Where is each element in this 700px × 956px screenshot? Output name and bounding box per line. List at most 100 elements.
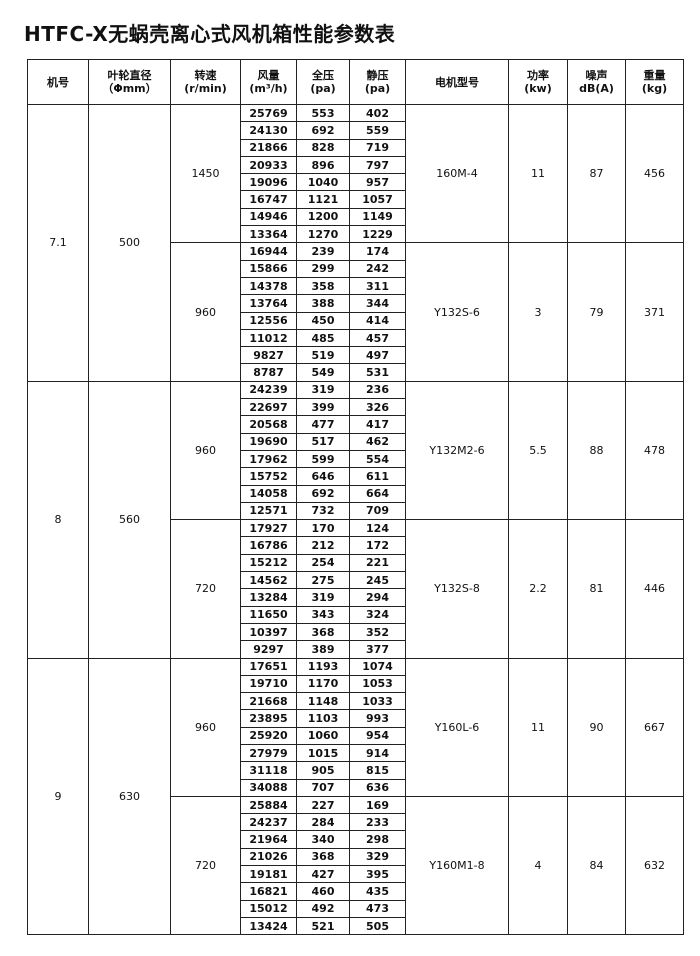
header-text: 机号: [47, 75, 69, 89]
table-row: 720 25884 227 169 Y160M1-8 4 84 632: [28, 795, 684, 936]
speed-cell: 1450: [170, 103, 241, 244]
data-cell: 358: [296, 276, 350, 296]
data-cell: 254: [296, 553, 350, 573]
header-text: （Φmm）: [102, 82, 157, 95]
table-row: 31118 905 815: [28, 761, 684, 780]
table-row: 17962 599 554: [28, 449, 684, 469]
header-row: 机号 叶轮直径 （Φmm） 转速 (r/min) 风量 (m³/h) 全压 (pa) 静压 (pa)…: [27, 59, 684, 105]
noise-cell: 84: [567, 795, 626, 936]
data-cell: 22697: [240, 398, 297, 417]
data-cell: 23895: [240, 709, 297, 728]
title: HTFC-X无蜗壳离心式风机箱性能参数表: [24, 22, 396, 46]
data-cell: 954: [349, 726, 406, 745]
data-cell: 31118: [240, 761, 297, 780]
data-cell: 14562: [240, 571, 297, 590]
noise-cell: 88: [567, 380, 626, 521]
data-cell: 477: [296, 415, 350, 434]
table-row: 14946 1200 1149: [28, 207, 684, 227]
data-cell: 15866: [240, 259, 297, 278]
speed-cell: 960: [170, 380, 241, 521]
table-row: 24237 284 233: [28, 813, 684, 832]
data-cell: 368: [296, 847, 350, 867]
weight-cell: 478: [625, 380, 684, 521]
data-cell: 284: [296, 813, 350, 832]
header-text: 静压: [366, 69, 389, 82]
header-text: 噪声: [585, 69, 608, 82]
data-cell: 553: [296, 103, 350, 123]
table-row: 9 630 960 17651 1193 1074 Y160L-6 11 90 667: [27, 657, 684, 936]
table-row: 13424 521 505: [28, 916, 684, 936]
data-cell: 531: [349, 363, 406, 382]
motor-cell: Y132S-8: [405, 519, 509, 659]
data-cell: 169: [349, 795, 406, 815]
data-cell: 17651: [240, 657, 297, 676]
data-cell: 519: [296, 346, 350, 365]
data-cell: 377: [349, 640, 406, 659]
data-cell: 11012: [240, 328, 297, 348]
data-cell: 174: [349, 242, 406, 261]
header-text: (r/min): [184, 82, 227, 95]
data-cell: 25769: [240, 103, 297, 123]
header-text: 叶轮直径: [107, 69, 152, 82]
data-cell: 298: [349, 830, 406, 849]
table-row: 21668 1148 1033: [28, 692, 684, 711]
table-row: 8 560 960 24239 319 236 Y132M2-6 5.5 88 478: [27, 380, 684, 659]
data-cell: 1229: [349, 225, 406, 244]
speed-cell: 720: [170, 795, 241, 936]
data-cell: 1053: [349, 674, 406, 694]
data-cell: 828: [296, 138, 350, 157]
data-cell: 212: [296, 536, 350, 555]
data-cell: 352: [349, 622, 406, 642]
weight-cell: 632: [625, 795, 684, 936]
data-cell: 559: [349, 121, 406, 140]
speed-cell: 720: [170, 519, 241, 659]
header-text: 全压: [312, 69, 334, 82]
data-cell: 646: [296, 467, 350, 486]
data-cell: 457: [349, 328, 406, 348]
header-cell: 电机型号: [405, 59, 509, 105]
header-text: (kg): [641, 82, 668, 95]
table-row: 14058 692 664: [28, 484, 684, 503]
data-cell: 1193: [296, 657, 350, 676]
data-cell: 611: [349, 467, 406, 486]
table-row: 21026 368 329: [28, 847, 684, 867]
data-cell: 299: [296, 259, 350, 278]
data-cell: 692: [296, 121, 350, 140]
data-cell: 340: [296, 830, 350, 849]
data-cell: 1121: [296, 190, 350, 209]
data-cell: 664: [349, 484, 406, 503]
data-cell: 1170: [296, 674, 350, 694]
data-cell: 221: [349, 553, 406, 573]
table-row: 16786 212 172: [28, 536, 684, 555]
data-cell: 1033: [349, 692, 406, 711]
data-cell: 14378: [240, 276, 297, 296]
table-row: 960 16944 239 174 Y132S-6 3 79 371: [28, 242, 684, 382]
table-row: 15866 299 242: [28, 259, 684, 278]
header-cell: 风量 (m³/h): [240, 59, 297, 105]
header-cell: 叶轮直径 （Φmm）: [88, 59, 171, 105]
data-cell: 402: [349, 103, 406, 123]
data-cell: 13284: [240, 588, 297, 607]
data-cell: 24237: [240, 813, 297, 832]
data-cell: 709: [349, 501, 406, 521]
motor-cell: 160M-4: [405, 103, 509, 244]
model-cell: 8: [27, 380, 89, 659]
weight-cell: 371: [625, 242, 684, 382]
data-cell: 15012: [240, 899, 297, 918]
data-cell: 324: [349, 605, 406, 624]
data-cell: 294: [349, 588, 406, 607]
data-cell: 16821: [240, 882, 297, 901]
data-cell: 236: [349, 380, 406, 400]
data-cell: 21964: [240, 830, 297, 849]
data-cell: 554: [349, 449, 406, 469]
data-cell: 1057: [349, 190, 406, 209]
data-cell: 399: [296, 398, 350, 417]
data-cell: 172: [349, 536, 406, 555]
table-row: 19181 427 395: [28, 865, 684, 884]
header-cell: 噪声 dB(A): [567, 59, 626, 105]
noise-cell: 87: [567, 103, 626, 244]
table-row: 8787 549 531: [28, 363, 684, 382]
data-cell: 1270: [296, 225, 350, 244]
header-text: (m³/h): [249, 82, 288, 95]
